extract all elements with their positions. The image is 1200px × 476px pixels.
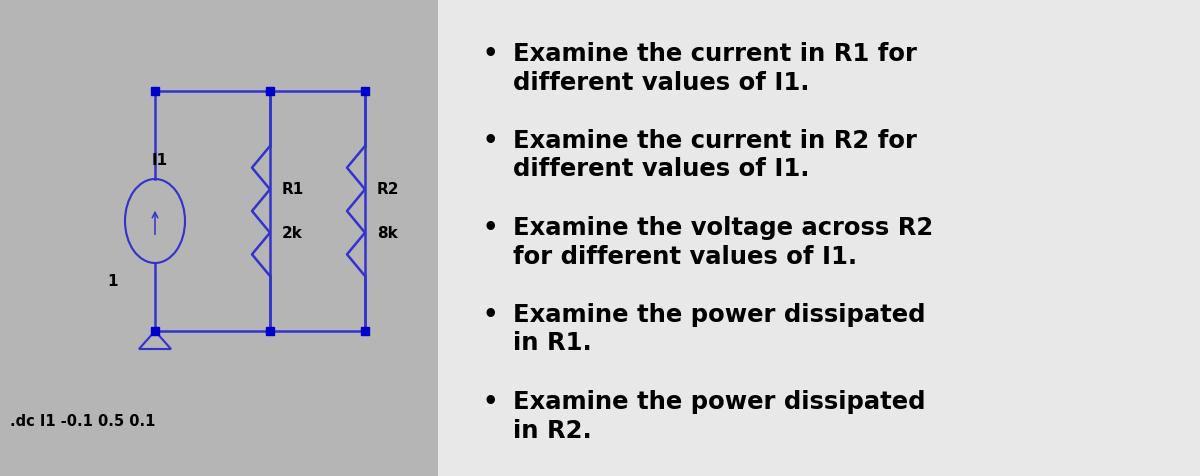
- Text: R1: R1: [282, 182, 305, 197]
- Text: •: •: [482, 389, 498, 413]
- Text: •: •: [482, 302, 498, 327]
- Text: 8k: 8k: [377, 226, 397, 241]
- Text: Examine the current in R2 for: Examine the current in R2 for: [514, 129, 917, 153]
- Text: for different values of I1.: for different values of I1.: [514, 244, 857, 268]
- Text: •: •: [482, 216, 498, 239]
- Text: •: •: [482, 129, 498, 153]
- Text: •: •: [482, 42, 498, 66]
- Text: Examine the power dissipated: Examine the power dissipated: [514, 302, 925, 327]
- Text: R2: R2: [377, 182, 400, 197]
- Text: in R1.: in R1.: [514, 331, 592, 355]
- Text: 1: 1: [108, 273, 119, 288]
- Text: different values of I1.: different values of I1.: [514, 157, 810, 181]
- Text: in R2.: in R2.: [514, 417, 592, 442]
- Text: .dc I1 -0.1 0.5 0.1: .dc I1 -0.1 0.5 0.1: [10, 414, 155, 428]
- Text: Examine the voltage across R2: Examine the voltage across R2: [514, 216, 934, 239]
- Text: Examine the current in R1 for: Examine the current in R1 for: [514, 42, 917, 66]
- Text: different values of I1.: different values of I1.: [514, 70, 810, 94]
- Text: Examine the power dissipated: Examine the power dissipated: [514, 389, 925, 413]
- Bar: [438, 0, 1200, 476]
- Bar: [0, 0, 438, 476]
- Text: 2k: 2k: [282, 226, 302, 241]
- Text: I1: I1: [152, 153, 168, 168]
